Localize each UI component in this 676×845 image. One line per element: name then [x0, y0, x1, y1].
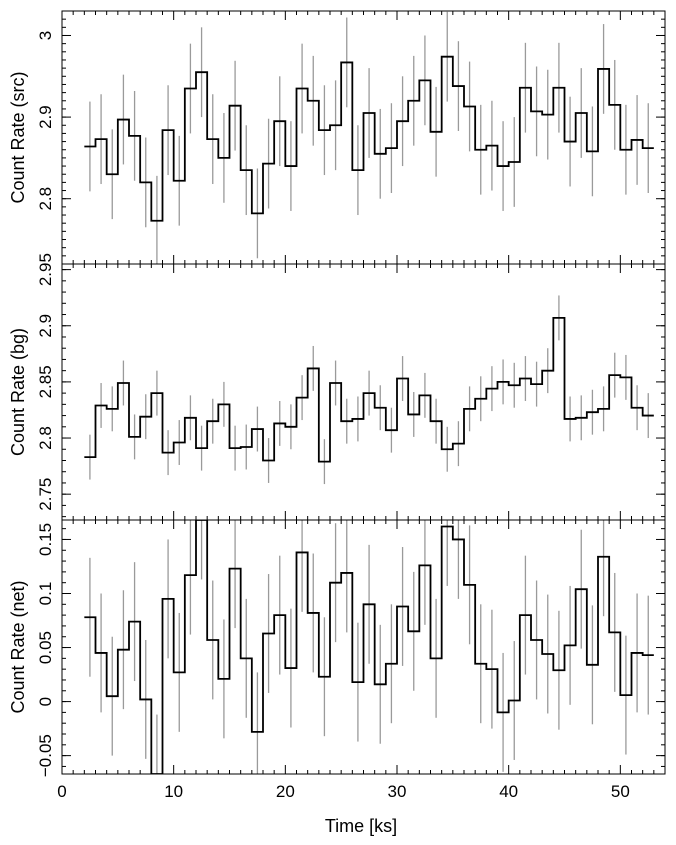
y-tick-label: 2.9 [36, 105, 55, 129]
x-tick-label: 20 [276, 782, 295, 801]
bg-count-rate-panel: 2.75 2.8 2.85 2.9 2.95 Count Rate (bg) [8, 253, 666, 521]
y-tick-label: 2.8 [36, 187, 55, 211]
y-tick-label: 2.9 [36, 314, 55, 338]
y-axis-title: Count Rate (net) [8, 580, 28, 713]
y-axis-title: Count Rate (bg) [8, 328, 28, 456]
y-tick-label: 0 [36, 697, 55, 706]
x-tick-label: 40 [499, 782, 518, 801]
y-tick-label: −0.05 [36, 734, 55, 777]
panel-frame [61, 263, 666, 521]
x-tick-label: 30 [388, 782, 407, 801]
data-series-line [84, 55, 654, 222]
src-count-rate-panel: 2.8 2.9 3 Count Rate (src) [8, 10, 666, 265]
x-axis-title: Time [ks] [325, 816, 397, 836]
y-tick-label: 3 [36, 31, 55, 40]
data-series-line [84, 520, 654, 774]
y-tick-label: 2.95 [36, 253, 55, 286]
y-tick-label: 2.8 [36, 426, 55, 450]
y-tick-label: 0.1 [36, 582, 55, 606]
y-tick-label: 2.85 [36, 365, 55, 398]
y-axis-title: Count Rate (src) [8, 71, 28, 203]
x-tick-label: 0 [57, 782, 66, 801]
y-tick-label: 0.15 [36, 523, 55, 556]
x-tick-label: 10 [164, 782, 183, 801]
y-tick-label: 2.75 [36, 478, 55, 511]
x-tick-label: 50 [611, 782, 630, 801]
data-series-line [84, 316, 654, 463]
y-tick-label: 0.05 [36, 631, 55, 664]
